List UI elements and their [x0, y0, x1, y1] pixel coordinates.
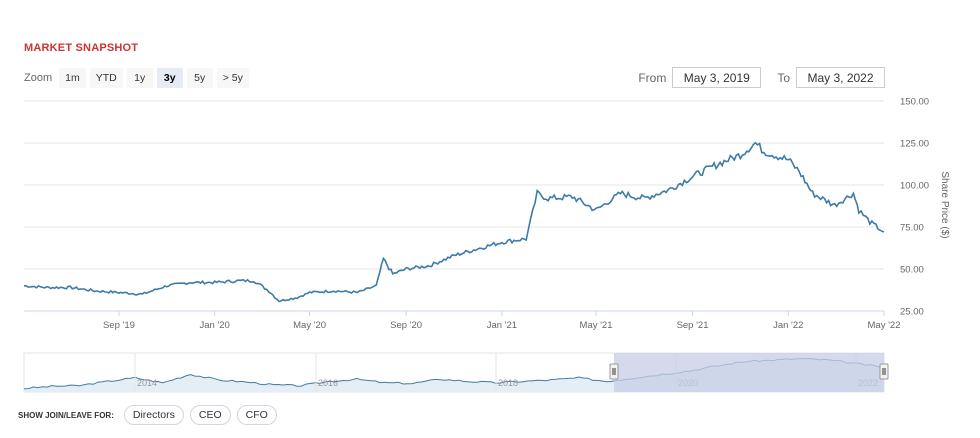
zoom-3y-button[interactable]: 3y	[156, 68, 183, 88]
navigator-right-handle[interactable]	[879, 363, 889, 380]
y-tick-label: 150.00	[900, 97, 929, 108]
zoom-ytd-button[interactable]: YTD	[89, 68, 123, 88]
navigator-selection[interactable]	[614, 353, 884, 392]
navigator[interactable]: 20142016201820202022	[23, 352, 889, 393]
y-tick-label: 125.00	[900, 139, 929, 150]
to-date-input[interactable]: May 3, 2022	[796, 67, 885, 88]
price-series-line	[24, 141, 885, 303]
chart-title: MARKET SNAPSHOT	[24, 42, 139, 54]
join-leave-label: SHOW JOIN/LEAVE FOR:	[18, 410, 114, 420]
ceo-button[interactable]: CEO	[189, 405, 231, 425]
y-tick-label: 100.00	[900, 181, 929, 192]
navigator-tick-label: 2016	[318, 378, 338, 388]
x-tick-label: Sep '19	[103, 320, 135, 331]
join-leave-toggle: SHOW JOIN/LEAVE FOR: Directors CEO CFO	[18, 405, 277, 425]
zoom-controls: Zoom 1m YTD 1y 3y 5y > 5y	[24, 68, 249, 88]
zoom-5y-button[interactable]: 5y	[186, 68, 213, 88]
x-tick-label: May '22	[868, 320, 901, 331]
x-tick-label: Jan '21	[487, 320, 517, 331]
x-tick-label: May '20	[293, 320, 326, 331]
x-tick-label: May '21	[580, 320, 613, 331]
x-tick-label: Jan '20	[200, 320, 230, 331]
navigator-tick-label: 2014	[137, 378, 157, 388]
y-tick-label: 75.00	[900, 223, 924, 234]
directors-button[interactable]: Directors	[123, 405, 184, 425]
zoom-max-button[interactable]: > 5y	[216, 68, 249, 88]
from-date-input[interactable]: May 3, 2019	[672, 67, 762, 88]
date-range-selector: From May 3, 2019 To May 3, 2022	[638, 67, 885, 88]
zoom-1y-button[interactable]: 1y	[126, 68, 153, 88]
x-tick-label: Sep '21	[677, 320, 709, 331]
x-tick-label: Sep '20	[390, 320, 422, 331]
y-tick-label: 50.00	[900, 265, 924, 276]
x-tick-label: Jan '22	[773, 320, 803, 331]
zoom-1m-button[interactable]: 1m	[59, 68, 86, 88]
y-axis-label: Share Price ($)	[939, 171, 950, 238]
y-tick-label: 25.00	[900, 307, 924, 318]
navigator-left-handle[interactable]	[609, 363, 619, 380]
from-label: From	[638, 70, 667, 85]
to-label: To	[777, 70, 790, 85]
cfo-button[interactable]: CFO	[236, 405, 277, 425]
navigator-tick-label: 2018	[498, 378, 518, 388]
zoom-label: Zoom	[24, 72, 53, 84]
